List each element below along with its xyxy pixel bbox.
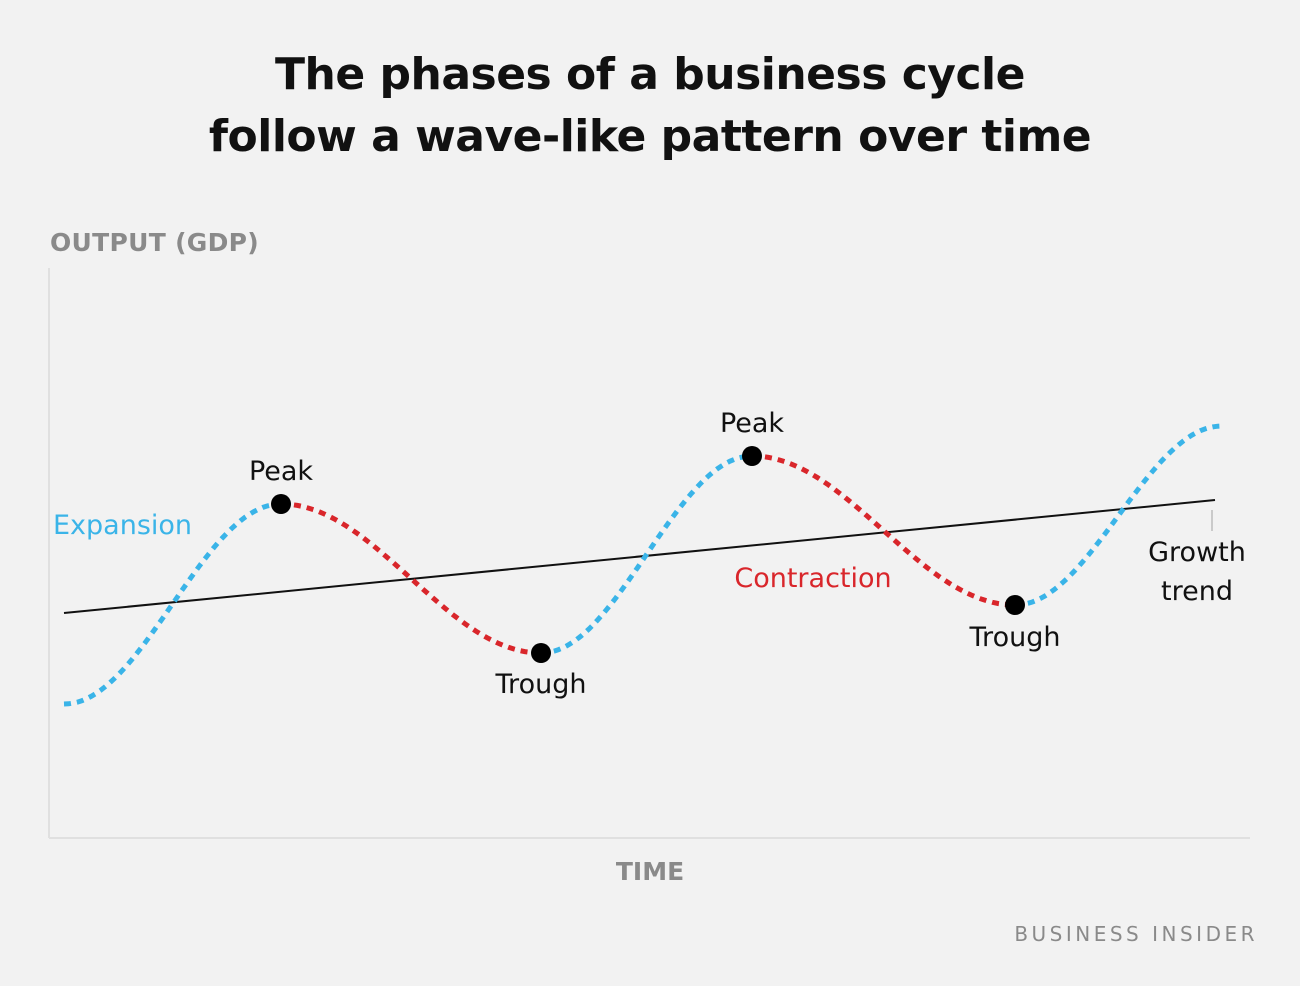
- growth-trend-label-line-1: Growth: [1148, 537, 1246, 568]
- trough-marker-1: [531, 643, 551, 663]
- title-line-1: The phases of a business cycle: [275, 49, 1025, 100]
- trough-marker-2: [1005, 595, 1025, 615]
- peak-marker-2: [742, 446, 762, 466]
- contraction-segment-1: [280, 501, 542, 656]
- peak-label-2: Peak: [720, 408, 784, 439]
- expansion-segment-1: [63, 501, 282, 707]
- growth-trend-label-line-2: trend: [1161, 576, 1233, 607]
- x-axis-label: TIME: [615, 857, 685, 886]
- trough-label-2: Trough: [969, 622, 1061, 653]
- contraction-label: Contraction: [734, 563, 891, 594]
- expansion-label: Expansion: [53, 510, 192, 541]
- expansion-segment-2: [540, 453, 753, 656]
- growth-trend-line: [63, 499, 1216, 614]
- brand-logo: BUSINESS INSIDER: [1014, 922, 1258, 946]
- y-axis-label: OUTPUT (GDP): [50, 228, 260, 257]
- peak-label-1: Peak: [249, 456, 313, 487]
- trough-label-1: Trough: [495, 669, 587, 700]
- title-line-2: follow a wave-like pattern over time: [208, 111, 1092, 162]
- peak-marker-1: [271, 494, 291, 514]
- chart-title: The phases of a business cycle follow a …: [0, 44, 1300, 168]
- contraction-segment-2: [751, 453, 1016, 608]
